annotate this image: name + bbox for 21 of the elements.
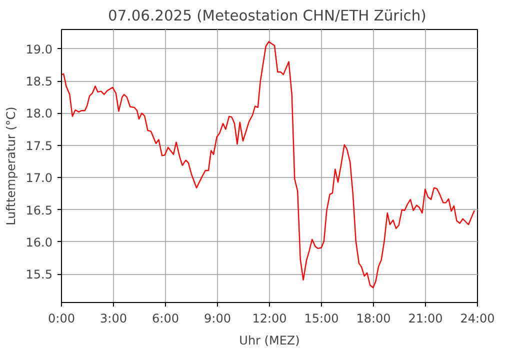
y-axis-title: Lufttemperatur (°C) [4,106,18,226]
y-tick-label: 17.0 [26,171,52,186]
x-tick-label: 3:00 [100,312,127,326]
x-tick-label: 0:00 [48,312,75,326]
x-tick-label: 6:00 [152,312,179,326]
line-series [62,41,475,288]
y-tick-label: 18.0 [26,106,52,121]
chart-title: 07.06.2025 (Meteostation CHN/ETH Zürich) [108,8,426,24]
x-tick-label: 18:00 [356,312,391,326]
x-axis-title: Uhr (MEZ) [239,334,300,348]
y-tick-label: 15.5 [26,268,52,282]
y-tick-label: 19.0 [26,42,52,56]
y-tick-label: 16.0 [26,235,52,250]
x-tick-label: 15:00 [304,312,339,326]
y-tick-label: 17.5 [26,138,52,153]
y-tick-label: 16.5 [26,203,52,218]
x-tick-label: 12:00 [252,312,287,326]
x-tick-label: 24:00 [460,312,495,326]
y-tick-label: 18.5 [26,74,52,89]
x-tick-label: 21:00 [408,312,443,326]
x-tick-label: 9:00 [204,312,231,326]
